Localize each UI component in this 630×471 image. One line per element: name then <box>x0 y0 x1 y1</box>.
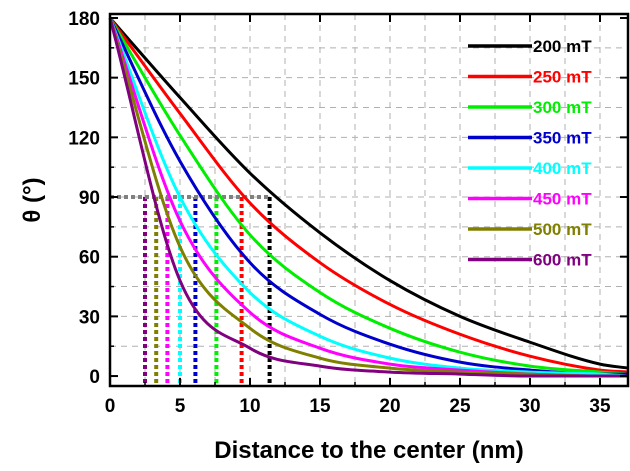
legend-label-200-mt: 200 mT <box>533 37 592 56</box>
x-tick-label: 5 <box>175 396 186 417</box>
y-tick-label: 0 <box>89 367 100 388</box>
series-line-200-mt <box>108 16 629 370</box>
axis-ticks: 0 5 10 15 20 25 30 35 0 30 60 90 120 150 180 <box>68 9 628 417</box>
legend-label-250-mt: 250 mT <box>533 68 592 87</box>
series-line-600-mt <box>108 17 628 378</box>
x-tick-label: 35 <box>589 396 611 417</box>
series-line-400-mt <box>108 17 629 378</box>
y-tick-label: 180 <box>68 9 100 30</box>
x-tick-label: 25 <box>449 396 471 417</box>
y-axis-title: θ (°) <box>19 177 46 222</box>
y-tick-label: 150 <box>68 69 100 90</box>
legend-label-400-mt: 400 mT <box>533 159 592 178</box>
y-tick-label: 90 <box>79 188 100 209</box>
x-tick-label: 10 <box>239 396 260 417</box>
y-tick-label: 60 <box>79 248 100 269</box>
legend: 200 mT 250 mT 300 mT 350 mT 400 mT 450 mT 500 … <box>468 37 592 270</box>
legend-label-500-mt: 500 mT <box>533 220 592 239</box>
plot-frame <box>108 12 630 388</box>
series-line-300-mt <box>108 17 629 376</box>
legend-label-350-mt: 350 mT <box>533 129 592 148</box>
legend-label-450-mt: 450 mT <box>533 190 592 209</box>
y-tick-label: 30 <box>79 307 100 328</box>
x-tick-label: 20 <box>379 396 400 417</box>
x-tick-label: 15 <box>309 396 331 417</box>
x-tick-label: 0 <box>105 396 116 417</box>
series-line-250-mt <box>108 17 629 374</box>
x-axis-title: Distance to the center (nm) <box>214 437 523 464</box>
x-tick-label: 30 <box>519 396 540 417</box>
y-tick-label: 120 <box>68 128 100 149</box>
series-lines <box>108 16 629 378</box>
reference-lines <box>110 195 272 386</box>
legend-label-300-mt: 300 mT <box>533 98 592 117</box>
legend-label-600-mt: 600 mT <box>533 251 592 270</box>
